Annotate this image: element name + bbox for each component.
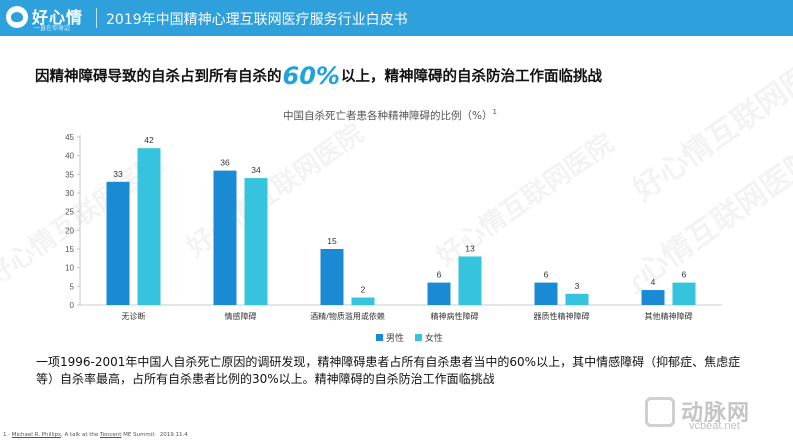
summary-text: 一项1996-2001年中国人自杀死亡原因的调研发现，精神障碍患者占所有自杀患者… <box>36 355 741 386</box>
x-tick-label: 精神病性障碍 <box>431 311 479 321</box>
brand-name: 动脉网 <box>681 401 751 426</box>
logo-slogan: 一直在你身边 <box>34 25 71 32</box>
bar <box>137 148 161 305</box>
x-tick-label: 情感障碍 <box>225 311 257 321</box>
footnote-rest: ME Summit <box>121 432 155 438</box>
page-headline: 因精神障碍导致的自杀占到所有自杀的60%以上，精神障碍的自杀防治工作面临挑战 <box>35 62 602 90</box>
y-tick-label: 20 <box>65 226 74 235</box>
logo-text: 好心情 <box>32 8 84 27</box>
y-tick-label: 15 <box>65 245 74 254</box>
data-label: 2 <box>361 285 366 295</box>
y-tick-label: 35 <box>65 170 74 179</box>
y-tick-label: 5 <box>70 282 75 291</box>
bar <box>244 178 268 305</box>
bar <box>565 293 589 305</box>
x-tick-label: 酒精/物质滥用或依赖 <box>310 311 385 321</box>
headline-highlight: 60% <box>282 62 340 90</box>
bar <box>320 249 344 305</box>
data-label: 34 <box>251 165 261 175</box>
legend-swatch-male <box>376 334 383 341</box>
bar <box>641 290 665 305</box>
y-tick-label: 0 <box>70 301 75 310</box>
report-title: 2019年中国精神心理互联网医疗服务行业白皮书 <box>106 12 408 28</box>
brand-logo-icon <box>645 397 675 427</box>
bar <box>106 181 130 305</box>
chart-legend: 男性 女性 <box>376 331 451 344</box>
brand-url: vcbeat.net <box>689 420 740 432</box>
bar <box>458 256 482 305</box>
x-tick-label: 其他精神障碍 <box>645 311 693 321</box>
legend-swatch-female <box>414 334 422 341</box>
legend-label-female: 女性 <box>424 334 443 344</box>
data-label: 33 <box>113 169 123 179</box>
header-bar: 好心情 一直在你身边 2019年中国精神心理互联网医疗服务行业白皮书 <box>0 0 793 36</box>
y-tick-label: 30 <box>65 189 74 198</box>
chart-title-text: 中国自杀死亡者患各种精神障碍的比例（%） <box>283 110 493 122</box>
data-label: 36 <box>220 158 230 168</box>
logo: 好心情 一直在你身边 <box>6 4 90 32</box>
heart-logo-icon <box>6 6 28 28</box>
footnote-author: Michael R. Phillips <box>11 432 61 438</box>
legend-item-female: 女性 <box>414 334 443 344</box>
legend-label-male: 男性 <box>386 334 405 344</box>
data-label: 6 <box>437 270 442 280</box>
bar <box>534 282 558 305</box>
headline-suffix: 以上，精神障碍的自杀防治工作面临挑战 <box>340 69 602 85</box>
data-label: 15 <box>327 236 337 246</box>
y-tick-label: 40 <box>65 152 74 161</box>
data-label: 42 <box>144 135 154 145</box>
data-label: 6 <box>682 270 687 280</box>
footnote-org: Tencent <box>100 432 122 438</box>
data-label: 6 <box>544 270 549 280</box>
footnote-date: 2019.11.4 <box>159 432 188 438</box>
legend-item-male: 男性 <box>376 334 404 344</box>
chart-title-footnote-ref: 1 <box>492 108 497 116</box>
chart-title: 中国自杀死亡者患各种精神障碍的比例（%）1 <box>240 108 540 123</box>
bar <box>213 170 237 305</box>
data-label: 4 <box>651 277 656 287</box>
data-label: 3 <box>575 281 580 291</box>
y-tick-label: 25 <box>65 208 74 217</box>
headline-prefix: 因精神障碍导致的自杀占到所有自杀的 <box>35 69 282 85</box>
footnote: 1 · Michael R. Phillips, A talk at the T… <box>3 432 188 438</box>
data-label: 13 <box>465 243 475 253</box>
y-tick-label: 45 <box>65 133 74 142</box>
bar <box>672 282 696 305</box>
x-tick-label: 无诊断 <box>122 311 146 321</box>
brand-watermark: 动脉网 vcbeat.net <box>645 395 775 435</box>
x-tick-label: 器质性精神障碍 <box>534 311 590 321</box>
bar <box>427 282 451 305</box>
header-divider <box>96 8 97 28</box>
footnote-index: 1 <box>3 432 7 438</box>
footnote-middle: , A talk at the <box>60 432 101 438</box>
y-tick-label: 10 <box>65 264 74 273</box>
bar <box>351 297 375 305</box>
